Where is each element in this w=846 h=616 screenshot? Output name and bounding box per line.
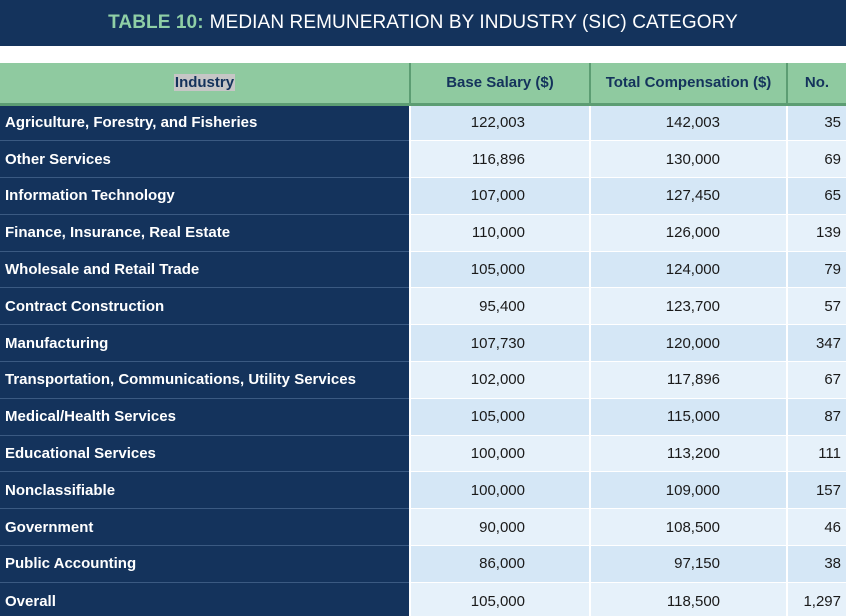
base-salary-cell: 105,000 <box>410 398 591 436</box>
table-row: Other Services 116,896 130,000 69 <box>0 140 846 179</box>
count-cell: 69 <box>787 140 846 179</box>
header-base-salary: Base Salary ($) <box>410 63 591 106</box>
industry-cell: Transportation, Communications, Utility … <box>0 361 411 399</box>
total-compensation-cell: 109,000 <box>590 471 788 510</box>
base-salary-cell: 105,000 <box>410 251 591 289</box>
base-salary-cell: 86,000 <box>410 545 591 583</box>
table-row: Wholesale and Retail Trade 105,000 124,000… <box>0 251 846 289</box>
table-row: Overall 105,000 118,500 1,297 <box>0 582 846 616</box>
total-compensation-cell: 120,000 <box>590 324 788 363</box>
table-row: Nonclassifiable 100,000 109,000 157 <box>0 471 846 510</box>
industry-cell: Wholesale and Retail Trade <box>0 251 411 289</box>
base-salary-cell: 116,896 <box>410 140 591 179</box>
remuneration-table: Industry Base Salary ($) Total Compensat… <box>0 63 846 616</box>
industry-cell: Nonclassifiable <box>0 471 411 510</box>
header-industry: Industry <box>0 63 411 106</box>
table-title-main: MEDIAN REMUNERATION BY INDUSTRY (SIC) CA… <box>209 12 738 33</box>
count-cell: 1,297 <box>787 582 846 616</box>
table-row: Public Accounting 86,000 97,150 38 <box>0 545 846 583</box>
count-cell: 157 <box>787 471 846 510</box>
industry-cell: Overall <box>0 582 411 616</box>
table-row: Contract Construction 95,400 123,700 57 <box>0 287 846 326</box>
base-salary-cell: 90,000 <box>410 508 591 547</box>
industry-cell: Government <box>0 508 411 547</box>
table-title: TABLE 10: MEDIAN REMUNERATION BY INDUSTR… <box>0 0 846 46</box>
total-compensation-cell: 118,500 <box>590 582 788 616</box>
table-row: Transportation, Communications, Utility … <box>0 361 846 399</box>
base-salary-cell: 107,730 <box>410 324 591 363</box>
total-compensation-cell: 108,500 <box>590 508 788 547</box>
total-compensation-cell: 127,450 <box>590 177 788 215</box>
industry-cell: Medical/Health Services <box>0 398 411 436</box>
table-body: Agriculture, Forestry, and Fisheries 122,… <box>0 104 846 616</box>
count-cell: 35 <box>787 104 846 142</box>
header-total-compensation: Total Compensation ($) <box>590 63 788 106</box>
total-compensation-cell: 126,000 <box>590 214 788 252</box>
remuneration-table-container: Industry Base Salary ($) Total Compensat… <box>0 63 846 616</box>
total-compensation-cell: 130,000 <box>590 140 788 179</box>
table-header-row: Industry Base Salary ($) Total Compensat… <box>0 63 846 106</box>
base-salary-cell: 100,000 <box>410 435 591 473</box>
base-salary-cell: 122,003 <box>410 104 591 142</box>
industry-cell: Contract Construction <box>0 287 411 326</box>
base-salary-cell: 107,000 <box>410 177 591 215</box>
count-cell: 111 <box>787 435 846 473</box>
header-industry-label: Industry <box>173 74 236 92</box>
table-row: Medical/Health Services 105,000 115,000 87 <box>0 398 846 436</box>
total-compensation-cell: 113,200 <box>590 435 788 473</box>
count-cell: 79 <box>787 251 846 289</box>
total-compensation-cell: 142,003 <box>590 104 788 142</box>
industry-cell: Finance, Insurance, Real Estate <box>0 214 411 252</box>
count-cell: 347 <box>787 324 846 363</box>
industry-cell: Public Accounting <box>0 545 411 583</box>
industry-cell: Manufacturing <box>0 324 411 363</box>
total-compensation-cell: 115,000 <box>590 398 788 436</box>
base-salary-cell: 95,400 <box>410 287 591 326</box>
industry-cell: Information Technology <box>0 177 411 215</box>
table-row: Educational Services 100,000 113,200 111 <box>0 435 846 473</box>
base-salary-cell: 110,000 <box>410 214 591 252</box>
industry-cell: Agriculture, Forestry, and Fisheries <box>0 104 411 142</box>
total-compensation-cell: 124,000 <box>590 251 788 289</box>
total-compensation-cell: 123,700 <box>590 287 788 326</box>
industry-cell: Other Services <box>0 140 411 179</box>
count-cell: 57 <box>787 287 846 326</box>
table-row: Government 90,000 108,500 46 <box>0 508 846 547</box>
total-compensation-cell: 117,896 <box>590 361 788 399</box>
header-count: No. <box>787 63 846 106</box>
count-cell: 67 <box>787 361 846 399</box>
table-row: Manufacturing 107,730 120,000 347 <box>0 324 846 363</box>
count-cell: 46 <box>787 508 846 547</box>
count-cell: 38 <box>787 545 846 583</box>
count-cell: 139 <box>787 214 846 252</box>
industry-cell: Educational Services <box>0 435 411 473</box>
table-row: Finance, Insurance, Real Estate 110,000 12… <box>0 214 846 252</box>
count-cell: 87 <box>787 398 846 436</box>
count-cell: 65 <box>787 177 846 215</box>
total-compensation-cell: 97,150 <box>590 545 788 583</box>
base-salary-cell: 105,000 <box>410 582 591 616</box>
table-row: Agriculture, Forestry, and Fisheries 122,… <box>0 104 846 142</box>
base-salary-cell: 102,000 <box>410 361 591 399</box>
table-title-prefix: TABLE 10: <box>108 12 204 33</box>
base-salary-cell: 100,000 <box>410 471 591 510</box>
table-row: Information Technology 107,000 127,450 65 <box>0 177 846 215</box>
